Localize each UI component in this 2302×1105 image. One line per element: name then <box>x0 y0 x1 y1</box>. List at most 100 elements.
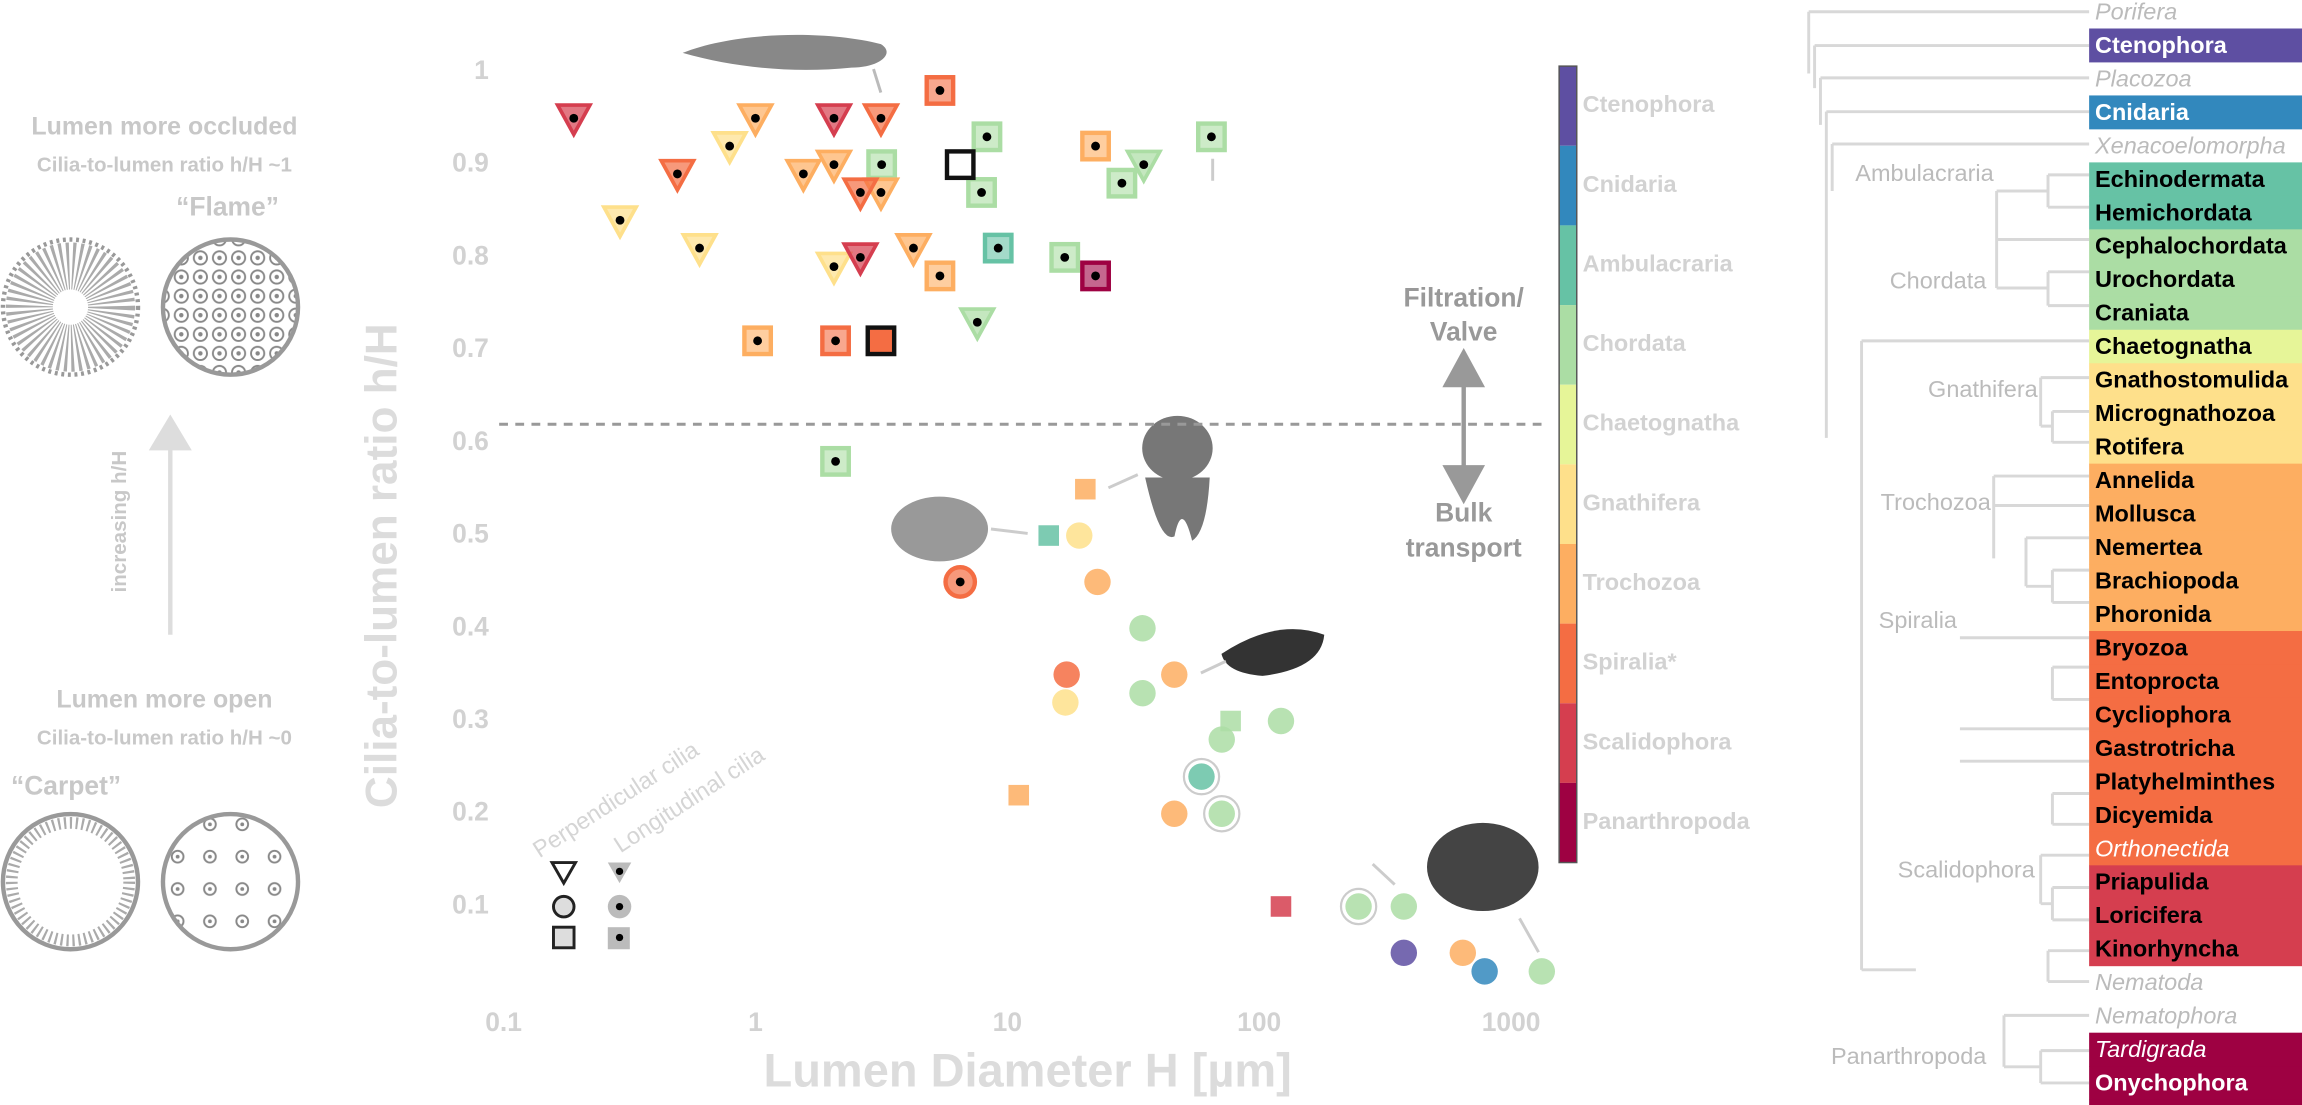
taxon-box <box>2089 430 2302 465</box>
taxon-label: Gnathostomulida <box>2095 367 2289 393</box>
square-marker-plain <box>1008 784 1030 806</box>
tree-lines <box>1807 10 2090 1085</box>
carpet-cilia <box>5 816 136 947</box>
x-tick-label: 10 <box>993 1007 1022 1037</box>
taxon-label: Loricifera <box>2095 902 2203 928</box>
point-dot <box>829 262 839 272</box>
point-dot <box>982 132 992 142</box>
circle-marker-plain <box>1161 661 1188 688</box>
flame-cilia <box>5 242 136 372</box>
taxon-box <box>2089 831 2302 866</box>
legend-circle <box>552 894 576 919</box>
data-point <box>1084 568 1111 596</box>
arrow <box>990 527 1028 535</box>
circle-marker-plain <box>1208 800 1235 827</box>
circle-marker-plain <box>1161 800 1188 827</box>
circle-marker-plain <box>1449 939 1477 967</box>
taxon-box <box>2089 329 2302 364</box>
taxon-box <box>2089 95 2302 130</box>
taxon-box <box>2089 564 2302 598</box>
brain <box>1427 822 1539 912</box>
circle-marker-plain <box>1390 893 1418 920</box>
circle-marker-plain <box>1129 615 1156 642</box>
point-dot <box>855 252 865 262</box>
arrows <box>1211 158 1540 953</box>
y-tick-label: 0.1 <box>452 889 489 919</box>
circle-marker-plain <box>1345 893 1372 920</box>
taxon-label: Urochordata <box>2095 266 2236 292</box>
point-dot <box>1207 132 1216 142</box>
clade-label: Scalidophora <box>1898 857 2036 883</box>
data-point <box>1339 887 1378 926</box>
square-marker <box>820 325 851 357</box>
y-tick-label: 0.6 <box>452 426 489 456</box>
data-point <box>820 445 851 477</box>
point-dot <box>877 160 887 170</box>
x-tick-label: 1000 <box>1482 1007 1541 1037</box>
shape-legend <box>549 861 632 950</box>
x-tick-label: 100 <box>1237 1007 1281 1037</box>
data-point <box>971 121 1003 153</box>
point-dot <box>1091 141 1100 151</box>
data-point <box>1208 726 1235 753</box>
data-point <box>1182 757 1221 796</box>
colorbar-label: Cnidaria <box>1583 171 1678 197</box>
occluded-title: Lumen more occluded <box>31 112 297 140</box>
data-point <box>924 75 956 106</box>
taxon-box <box>2089 731 2302 766</box>
flatworm <box>682 34 887 70</box>
x-tick-label: 0.1 <box>485 1007 522 1037</box>
square-marker-plain <box>1270 896 1292 917</box>
data-point <box>658 158 697 194</box>
data-point <box>710 131 749 167</box>
circle-ring <box>1182 757 1221 796</box>
point-dot <box>569 113 579 123</box>
data-point <box>1053 661 1080 688</box>
taxon-box <box>2089 597 2302 632</box>
data-point <box>1220 710 1241 732</box>
data-point <box>1080 260 1111 292</box>
circle-marker-plain <box>1208 726 1235 753</box>
point-dot <box>829 113 839 123</box>
data-point <box>1008 784 1030 806</box>
colorbar-swatch <box>1559 145 1577 226</box>
x-tick-label: 1 <box>748 1007 763 1037</box>
point-dot <box>993 243 1003 253</box>
data-point <box>820 325 851 357</box>
colorbar-swatch <box>1559 703 1577 783</box>
point-dot <box>1060 252 1070 262</box>
left-panel: Lumen more occluded Cilia-to-lumen ratio… <box>0 112 301 952</box>
taxon-label: Mollusca <box>2095 501 2196 527</box>
point-dot <box>1139 160 1149 170</box>
taxon-label: Annelida <box>2095 467 2195 493</box>
point-dot <box>935 271 945 281</box>
colorbar-label: Scalidophora <box>1583 728 1733 754</box>
colorbar-swatch <box>1559 384 1577 465</box>
taxon-label: Xenacoelomorpha <box>2094 132 2286 158</box>
data-point <box>866 149 898 181</box>
colorbar-frame <box>1558 65 1578 864</box>
taxon-box <box>2089 497 2302 532</box>
data-point <box>1129 615 1156 642</box>
square-marker-outlined <box>944 149 976 181</box>
x-axis-label: Lumen Diameter H [µm] <box>764 1044 1292 1097</box>
data-point <box>1075 478 1096 500</box>
taxon-box <box>2089 463 2302 498</box>
data-point <box>1471 958 1498 985</box>
colorbar-swatch <box>1559 623 1577 704</box>
point-dot <box>751 113 760 123</box>
circle-marker-plain <box>1267 707 1295 735</box>
point-dot <box>955 577 965 587</box>
mussel <box>1221 629 1325 676</box>
point-dot <box>1091 271 1100 281</box>
taxon-box <box>2089 631 2302 665</box>
taxon-label: Cnidaria <box>2095 99 2190 125</box>
y-axis-label: Cilia-to-lumen ratio h/H <box>357 323 406 808</box>
taxon-label: Nemertea <box>2095 534 2203 560</box>
taxon-box <box>2089 296 2302 331</box>
data-point <box>1449 939 1477 967</box>
point-dot <box>855 188 865 197</box>
colorbar-swatch <box>1559 464 1577 544</box>
circle-marker-plain <box>1528 958 1556 985</box>
data-point <box>943 565 978 599</box>
